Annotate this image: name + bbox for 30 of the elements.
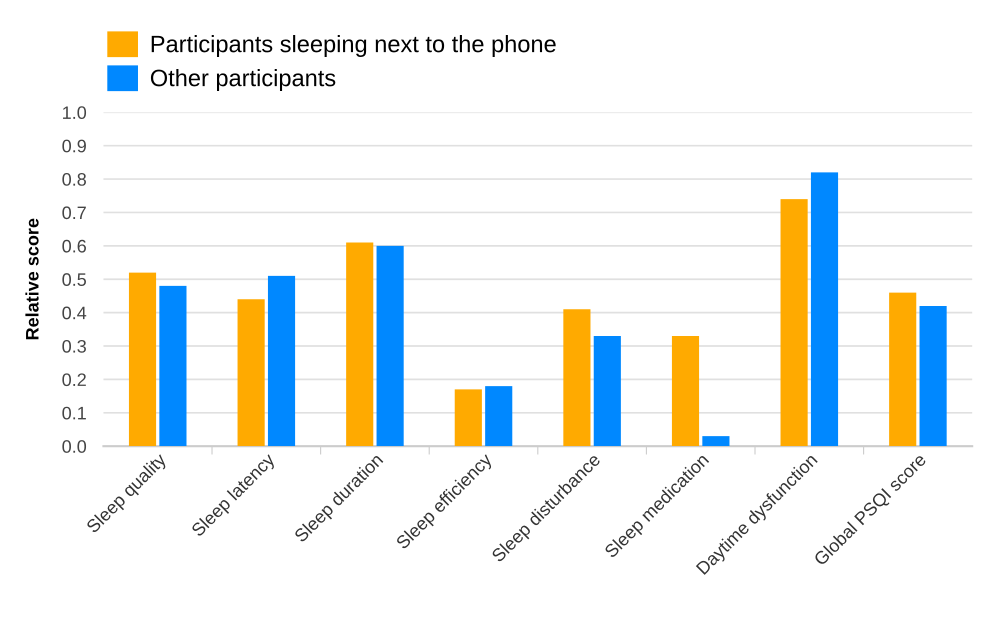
bar bbox=[920, 306, 947, 446]
y-tick-label: 0.2 bbox=[62, 373, 86, 386]
bar bbox=[238, 299, 265, 446]
bar bbox=[454, 389, 482, 446]
bar bbox=[702, 436, 730, 446]
y-tick-label: 0.8 bbox=[62, 173, 86, 186]
bar bbox=[376, 246, 404, 446]
y-tick-label: 0.6 bbox=[62, 240, 86, 253]
y-tick-label: 0.4 bbox=[62, 306, 86, 320]
legend-label: Other participants bbox=[150, 69, 336, 92]
y-tick-label: 0.5 bbox=[62, 273, 86, 286]
bar bbox=[594, 336, 621, 446]
y-tick-label: 0.3 bbox=[62, 340, 86, 353]
bar bbox=[346, 242, 374, 446]
y-tick-label: 1.0 bbox=[63, 106, 86, 120]
bar bbox=[159, 286, 186, 446]
y-tick-label: 0.9 bbox=[62, 140, 86, 152]
bar bbox=[485, 386, 512, 446]
legend-label: Participants sleeping next to the phone bbox=[152, 35, 556, 58]
y-tick-label: 0.7 bbox=[62, 206, 86, 220]
bar bbox=[810, 172, 838, 446]
bar bbox=[672, 336, 700, 446]
bar bbox=[889, 292, 916, 446]
y-axis-title: Relative score bbox=[25, 218, 39, 340]
bar bbox=[268, 276, 296, 446]
bar bbox=[563, 309, 590, 446]
bar bbox=[128, 272, 156, 446]
bar bbox=[780, 199, 808, 446]
y-tick-label: 0.1 bbox=[62, 406, 86, 420]
y-tick-label: 0.0 bbox=[62, 440, 86, 453]
